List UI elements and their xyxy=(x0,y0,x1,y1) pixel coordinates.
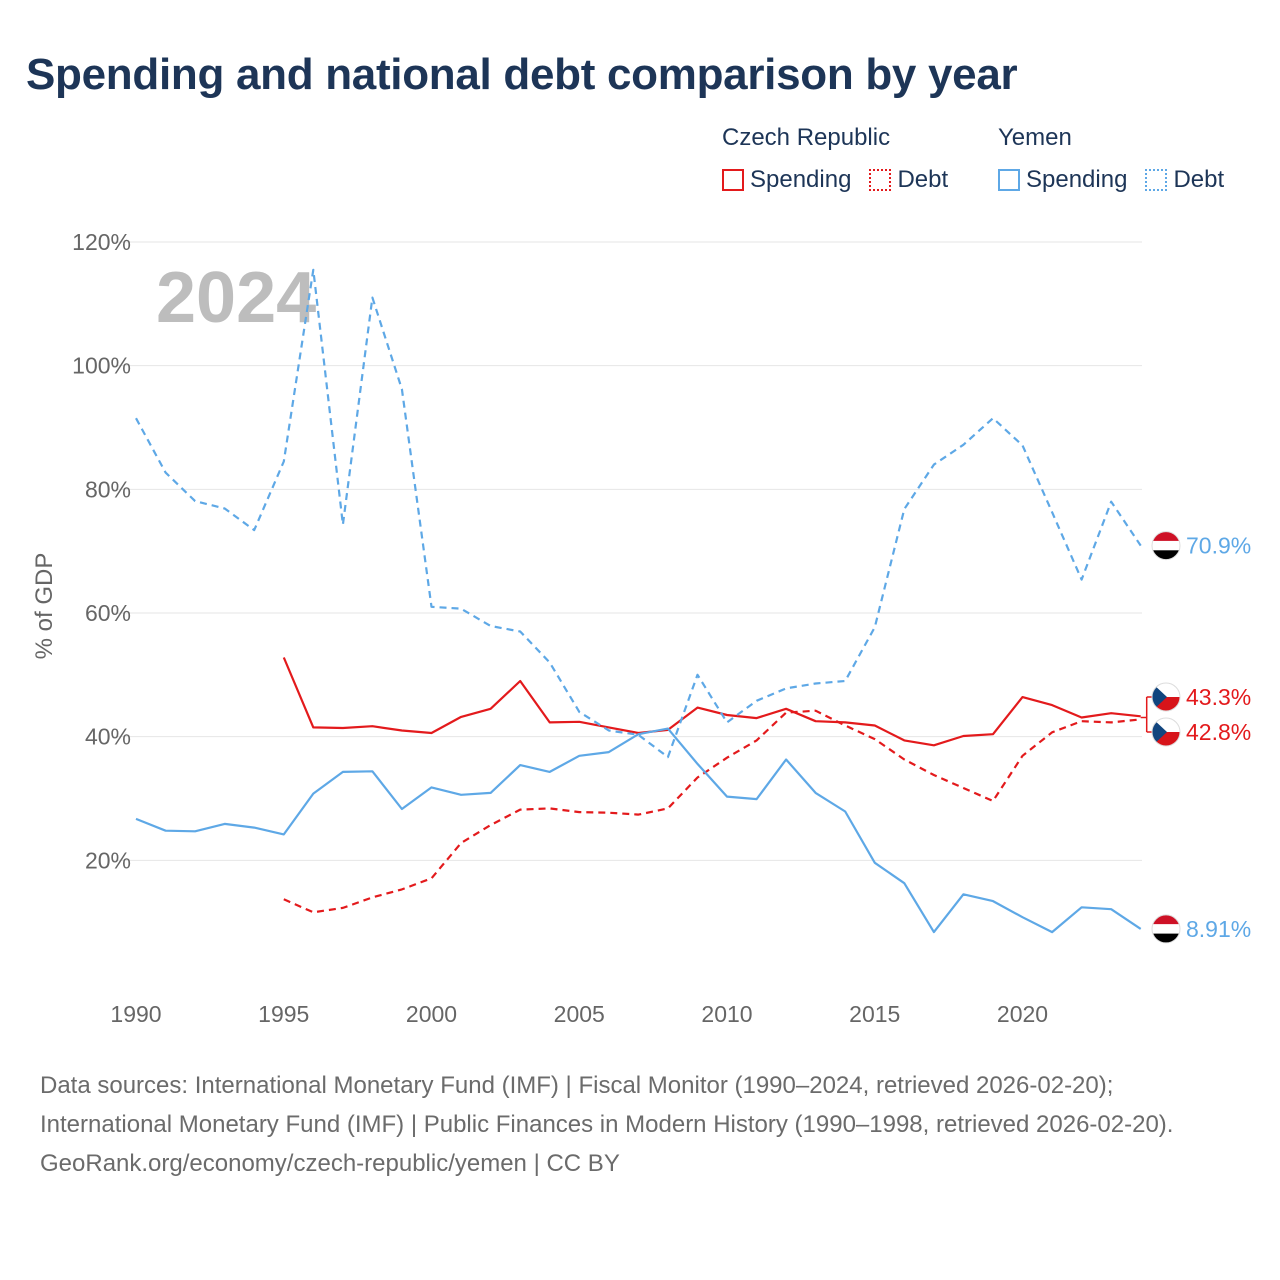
y-tick-label: 40% xyxy=(85,724,131,750)
series-line-1[interactable] xyxy=(283,709,1141,914)
x-tick-label: 1995 xyxy=(258,1001,309,1027)
x-tick-label: 2020 xyxy=(997,1001,1048,1027)
legend-group-name: Czech Republic xyxy=(722,124,891,151)
legend-swatch-dotted xyxy=(1145,169,1168,191)
source-line: Data sources: International Monetary Fun… xyxy=(40,1072,1114,1099)
legend-swatch-dotted xyxy=(869,169,892,191)
legend-label: Spending xyxy=(1026,166,1128,193)
legend-czech-debt[interactable]: Debt xyxy=(869,166,948,194)
yemen-flag-icon xyxy=(1151,914,1181,944)
legend-label: Spending xyxy=(750,166,852,193)
y-axis-label: % of GDP xyxy=(31,553,58,660)
end-label-yemen-spending: 8.91% xyxy=(1186,916,1251,942)
legend-group-name: Yemen xyxy=(998,124,1072,151)
year-watermark: 2024 xyxy=(156,258,316,338)
end-label-czech-spending: 43.3% xyxy=(1186,684,1251,710)
y-tick-label: 20% xyxy=(85,847,131,873)
czech-flag-icon xyxy=(1151,717,1181,747)
legend-yemen-debt[interactable]: Debt xyxy=(1145,166,1224,194)
end-label-yemen-debt: 70.9% xyxy=(1186,533,1251,559)
legend-label: Debt xyxy=(897,166,949,193)
legend-label: Debt xyxy=(1173,166,1225,193)
sources: Data sources: International Monetary Fun… xyxy=(40,1066,1240,1183)
yemen-flag-icon xyxy=(1151,531,1181,561)
x-tick-label: 2000 xyxy=(406,1001,457,1027)
end-label-czech-debt: 42.8% xyxy=(1186,719,1251,745)
legend-group-czech: Czech Republic Spending Debt xyxy=(722,124,948,194)
legend-yemen-spending[interactable]: Spending xyxy=(998,166,1127,194)
y-tick-label: 60% xyxy=(85,600,131,626)
legend-swatch-solid xyxy=(722,169,744,191)
series-line-3[interactable] xyxy=(135,268,1142,759)
attribution: GeoRank.org/economy/czech-republic/yemen… xyxy=(40,1150,620,1177)
x-tick-label: 1990 xyxy=(110,1001,161,1027)
line-chart: 20% 40% 60% 80% 100% 120% 1990 1995 2000 2005 2010… xyxy=(31,229,1251,1027)
end-labels: 70.9% 8.91% 43.3% 42.8% xyxy=(1140,531,1251,944)
x-tick-label: 2005 xyxy=(554,1001,605,1027)
x-tick-label: 2010 xyxy=(701,1001,752,1027)
x-tick-label: 2015 xyxy=(849,1001,900,1027)
y-tick-label: 80% xyxy=(85,476,131,502)
series-line-0[interactable] xyxy=(282,657,1141,747)
source-line: International Monetary Fund (IMF) | Publ… xyxy=(40,1111,1174,1138)
legend-swatch-solid xyxy=(998,169,1020,191)
legend-czech-spending[interactable]: Spending xyxy=(722,166,851,194)
grid: 20% 40% 60% 80% 100% 120% 1990 1995 2000 2005 2010… xyxy=(72,229,1142,1027)
series xyxy=(135,268,1142,934)
czech-label-connector xyxy=(1140,696,1152,733)
y-tick-label: 100% xyxy=(72,353,131,379)
y-tick-label: 120% xyxy=(72,229,131,255)
legend-group-yemen: Yemen Spending Debt xyxy=(998,124,1224,194)
chart-title: Spending and national debt comparison by… xyxy=(26,50,1018,99)
series-line-2[interactable] xyxy=(135,727,1142,934)
czech-flag-icon xyxy=(1151,682,1181,712)
